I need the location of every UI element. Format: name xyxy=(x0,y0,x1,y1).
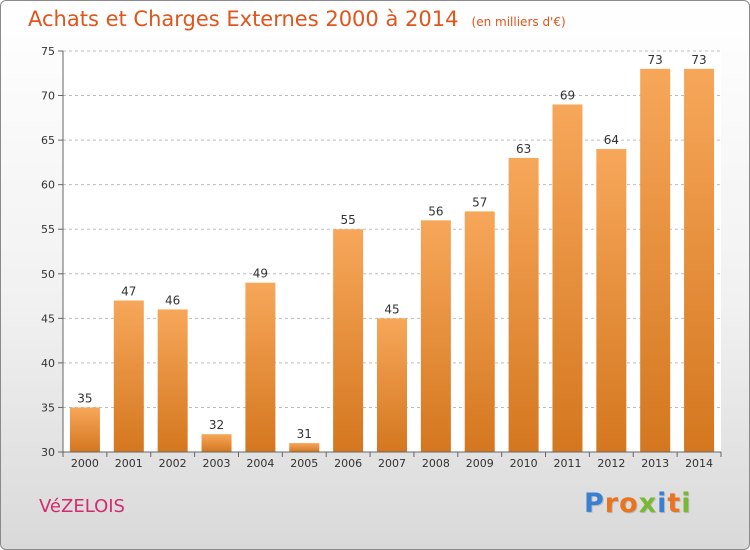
bar xyxy=(684,68,715,453)
data-label: 31 xyxy=(297,427,312,441)
y-tick-label: 45 xyxy=(41,312,55,325)
data-label: 57 xyxy=(472,195,487,209)
x-tick-label: 2002 xyxy=(159,457,187,470)
bar xyxy=(464,211,495,452)
y-tick-label: 35 xyxy=(41,401,55,414)
y-tick-labels: 30 35 40 45 50 55 60 65 70 75 xyxy=(41,45,63,459)
y-tick-label: 75 xyxy=(41,45,55,58)
bar xyxy=(508,157,539,452)
commune-name: VéZELOIS xyxy=(39,496,125,517)
data-label: 46 xyxy=(165,293,180,307)
x-tick-label: 2007 xyxy=(378,457,406,470)
x-tick-label: 2012 xyxy=(597,457,625,470)
data-label: 32 xyxy=(209,418,224,432)
brand-letter: r xyxy=(604,488,620,519)
x-tick-label: 2000 xyxy=(71,457,99,470)
data-label: 69 xyxy=(560,88,575,102)
data-label: 45 xyxy=(384,302,399,316)
y-tick-label: 55 xyxy=(41,223,55,236)
x-tick-label: 2009 xyxy=(466,457,494,470)
data-label: 73 xyxy=(691,53,706,67)
x-tick-label: 2006 xyxy=(334,457,362,470)
data-label: 73 xyxy=(648,53,663,67)
x-tick-labels: 2000 2001 2002 2003 2004 2005 2006 2007 2008 2009… xyxy=(62,452,722,470)
x-tick-label: 2001 xyxy=(115,457,143,470)
bars: 35 47 46 32 49 31 55 45 56 57 63 69 64 73 73 xyxy=(69,53,715,453)
data-label: 63 xyxy=(516,142,531,156)
data-label: 35 xyxy=(77,391,92,405)
x-tick-label: 2004 xyxy=(246,457,274,470)
bar xyxy=(640,68,671,453)
y-tick-label: 30 xyxy=(41,446,55,459)
x-tick-label: 2005 xyxy=(290,457,318,470)
bar xyxy=(245,282,276,452)
brand-letter: t xyxy=(667,488,682,519)
brand-letter: i xyxy=(657,488,668,519)
bar xyxy=(420,220,451,452)
bar xyxy=(201,434,232,452)
data-label: 64 xyxy=(604,133,619,147)
y-tick-label: 50 xyxy=(41,268,55,281)
brand-logo: Proxiti xyxy=(584,488,692,519)
brand-letter: o xyxy=(619,488,639,519)
bar xyxy=(333,229,364,452)
brand-letter: x xyxy=(638,488,658,519)
x-tick-label: 2014 xyxy=(685,457,713,470)
y-tick-label: 60 xyxy=(41,179,55,192)
x-tick-label: 2011 xyxy=(553,457,581,470)
brand-letter: P xyxy=(584,488,605,519)
y-tick-label: 70 xyxy=(41,90,55,103)
bar xyxy=(552,104,583,452)
bar xyxy=(157,309,188,452)
x-tick-label: 2008 xyxy=(422,457,450,470)
bar xyxy=(289,443,320,452)
x-tick-label: 2003 xyxy=(203,457,231,470)
bar xyxy=(377,318,407,452)
x-tick-label: 2013 xyxy=(641,457,669,470)
chart-title: Achats et Charges Externes 2000 à 2014 xyxy=(28,7,459,31)
data-label: 56 xyxy=(428,204,443,218)
chart-subtitle: (en milliers d'€) xyxy=(471,15,566,29)
bar xyxy=(113,300,144,452)
y-tick-label: 65 xyxy=(41,134,55,147)
bar xyxy=(69,407,100,452)
y-tick-label: 40 xyxy=(41,357,55,370)
data-label: 55 xyxy=(340,213,355,227)
title-row: Achats et Charges Externes 2000 à 2014 (… xyxy=(28,7,566,31)
data-label: 47 xyxy=(121,285,136,299)
x-tick-label: 2010 xyxy=(510,457,538,470)
data-label: 49 xyxy=(253,267,268,281)
brand-letter: i xyxy=(681,488,692,519)
bar xyxy=(596,149,627,452)
